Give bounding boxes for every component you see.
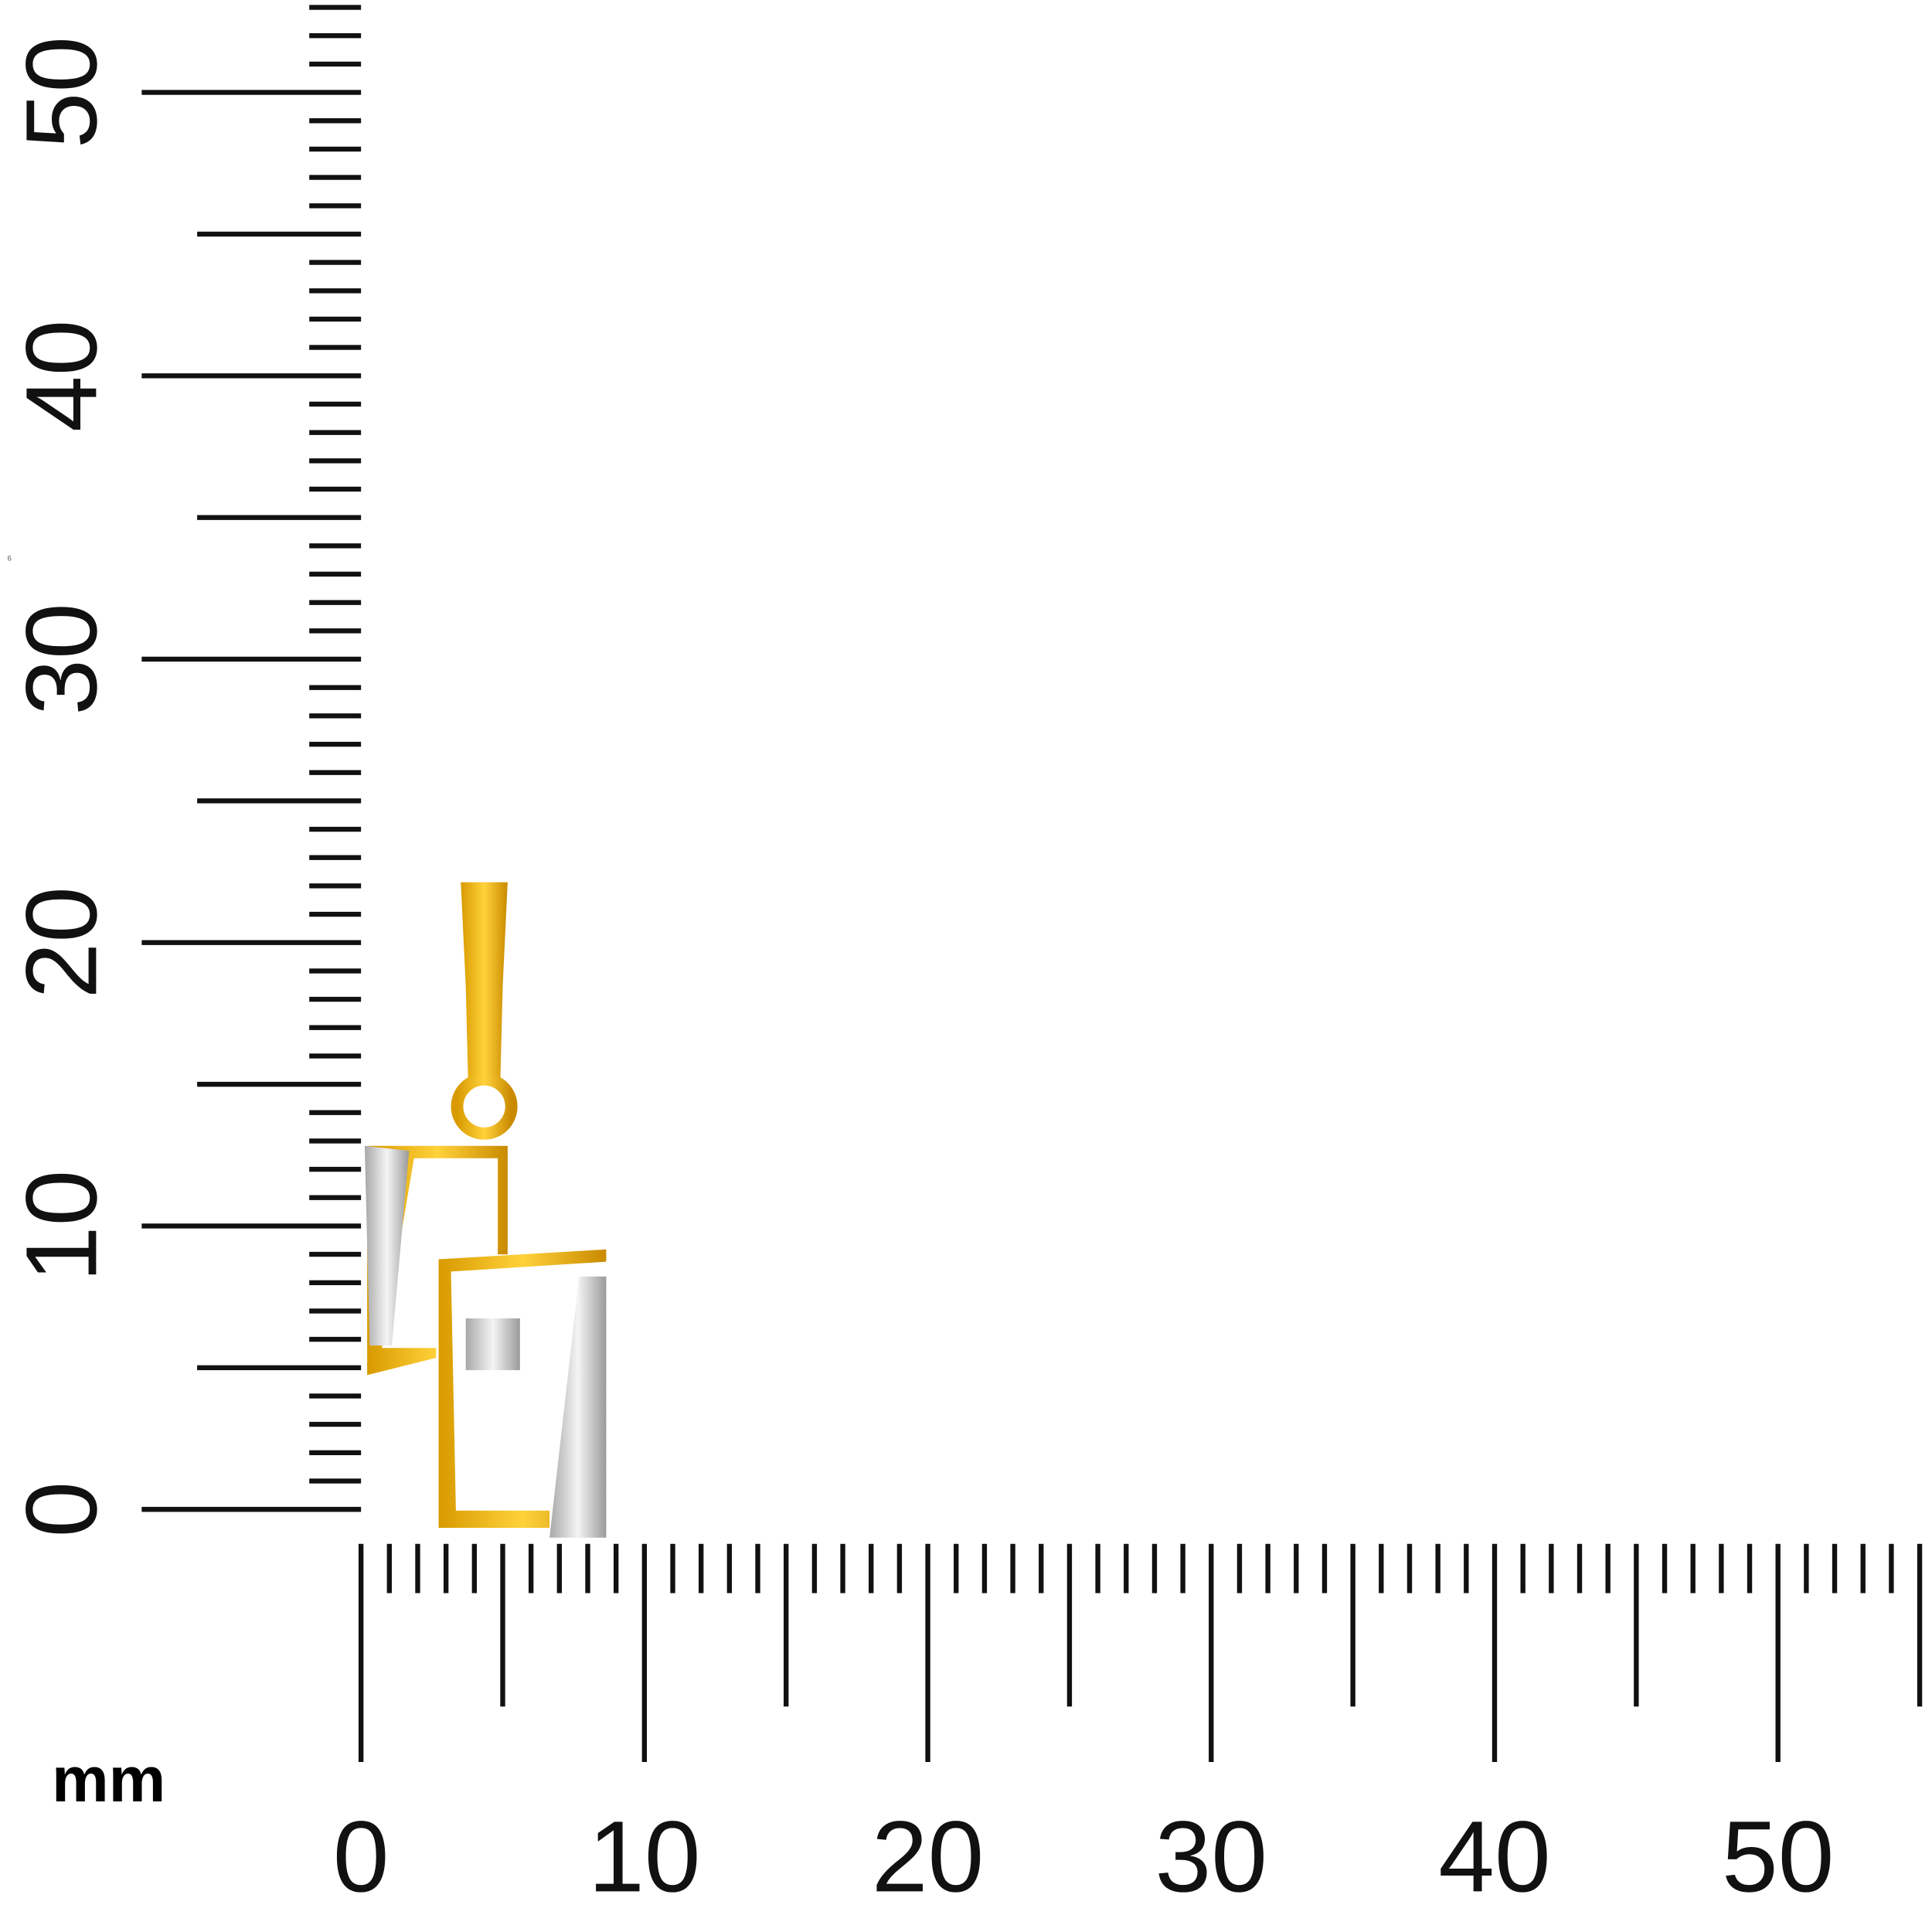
y-ruler-label: 0: [5, 1481, 117, 1538]
x-ruler-label: 50: [1722, 1800, 1834, 1913]
ruler-ticks: [141, 5, 1923, 1762]
y-ruler-label: 40: [5, 320, 117, 432]
y-ruler-label: 20: [5, 886, 117, 998]
small-mark: 6: [8, 554, 12, 563]
y-ruler-label: 50: [5, 36, 117, 148]
pendant: [364, 882, 607, 1538]
x-ruler-label: 20: [872, 1800, 984, 1913]
y-ruler-label: 10: [5, 1170, 117, 1282]
unit-label: mm: [52, 1743, 165, 1815]
x-ruler-label: 10: [588, 1800, 700, 1913]
x-ruler-label: 30: [1155, 1800, 1267, 1913]
x-ruler-label: 40: [1438, 1800, 1550, 1913]
x-ruler-label: 0: [333, 1800, 389, 1913]
y-ruler-label: 30: [5, 603, 117, 715]
